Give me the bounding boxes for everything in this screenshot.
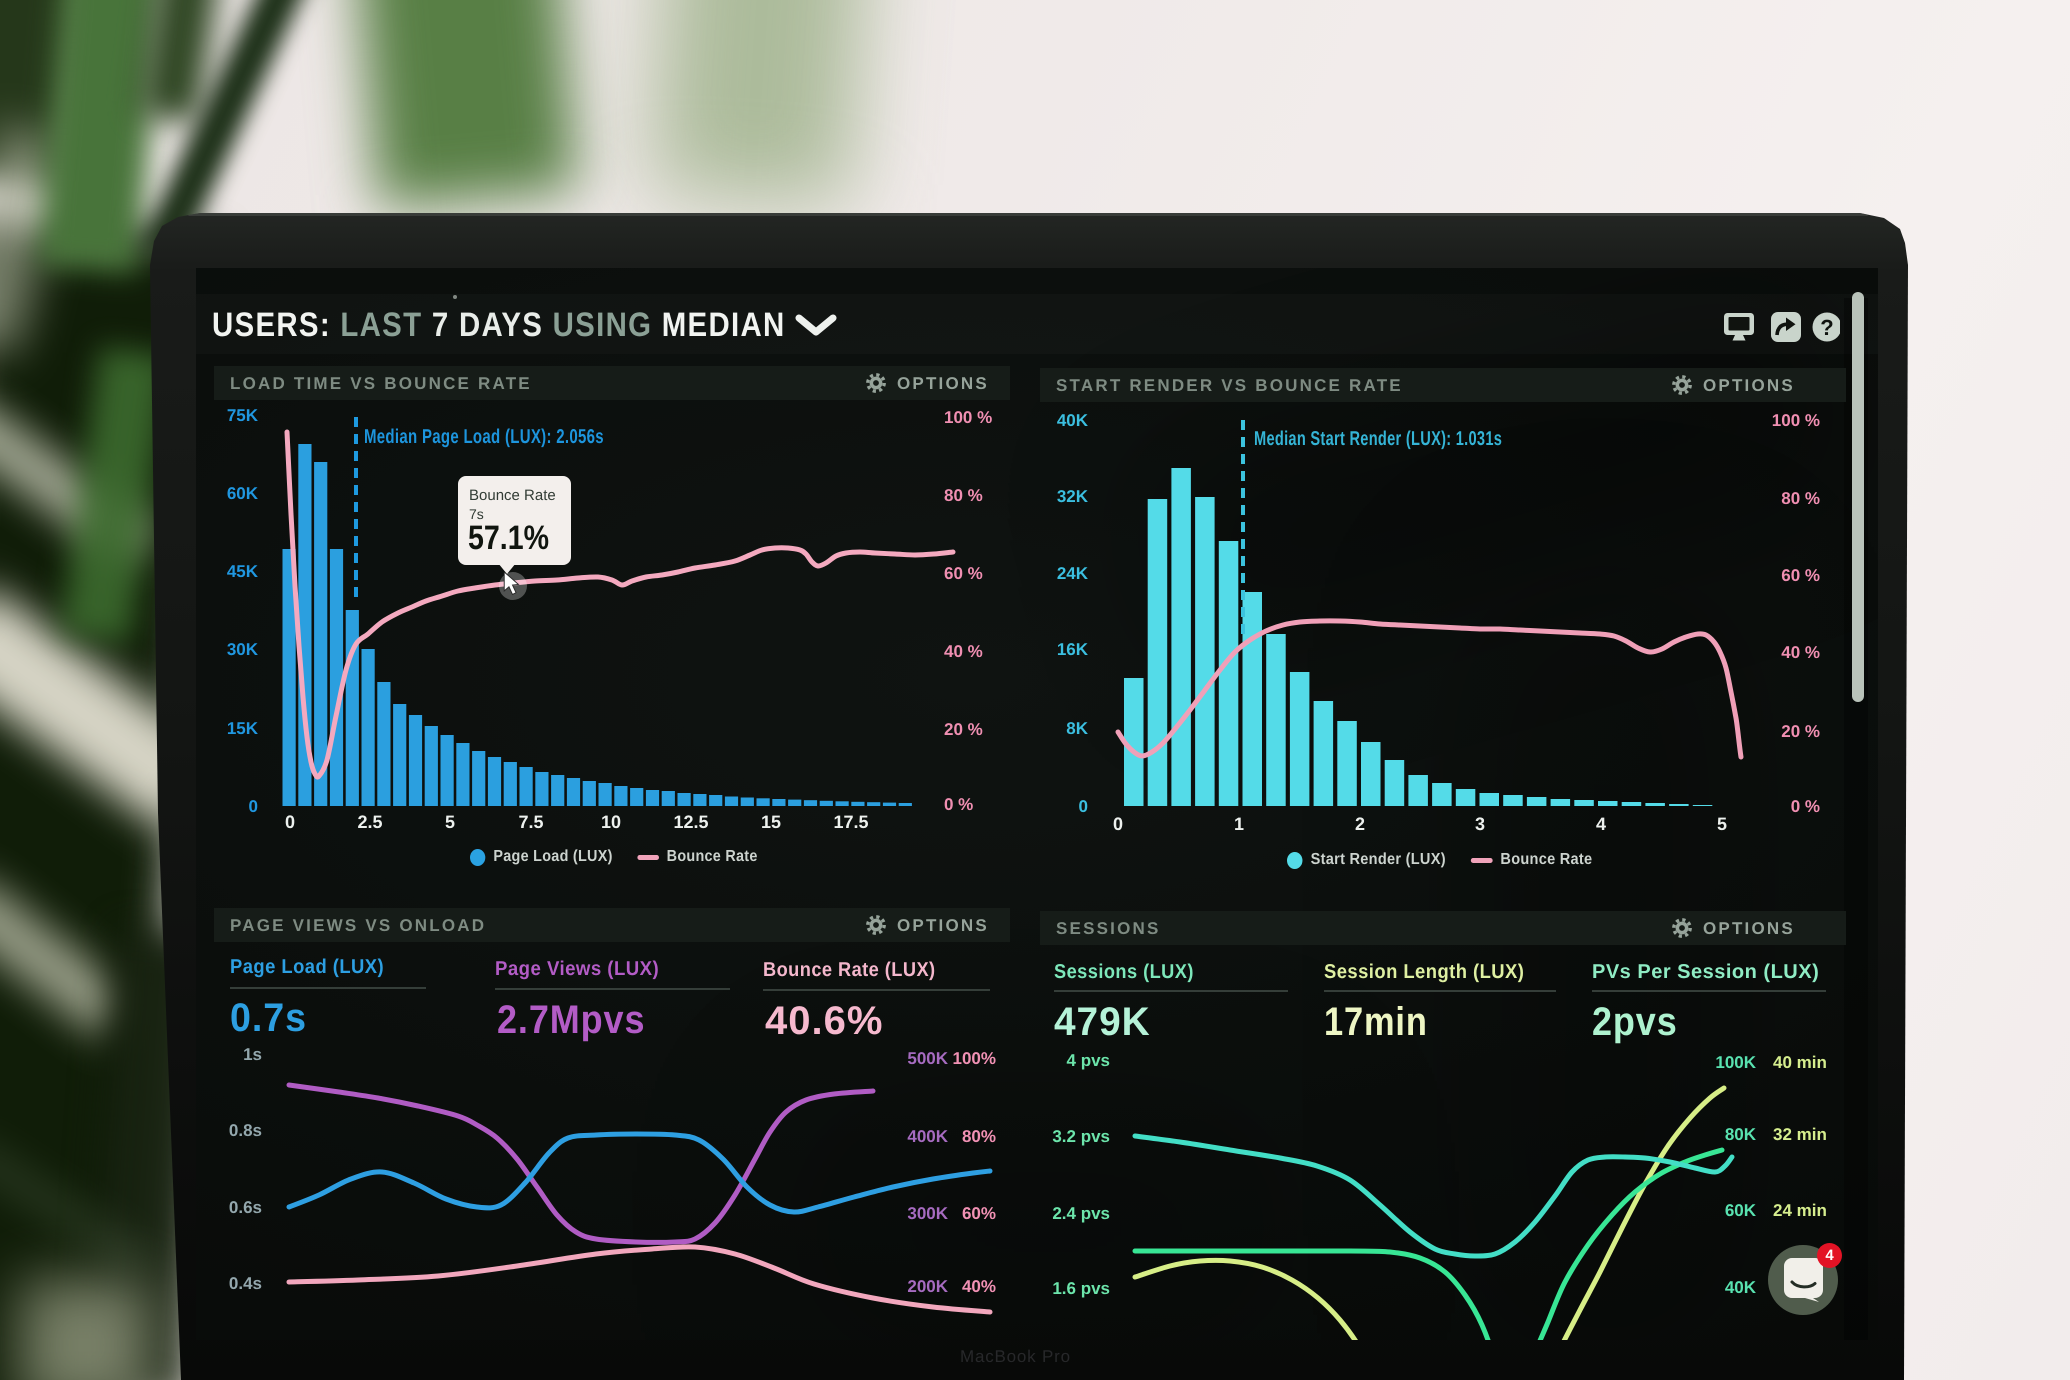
svg-text:?: ? [1820,315,1833,340]
